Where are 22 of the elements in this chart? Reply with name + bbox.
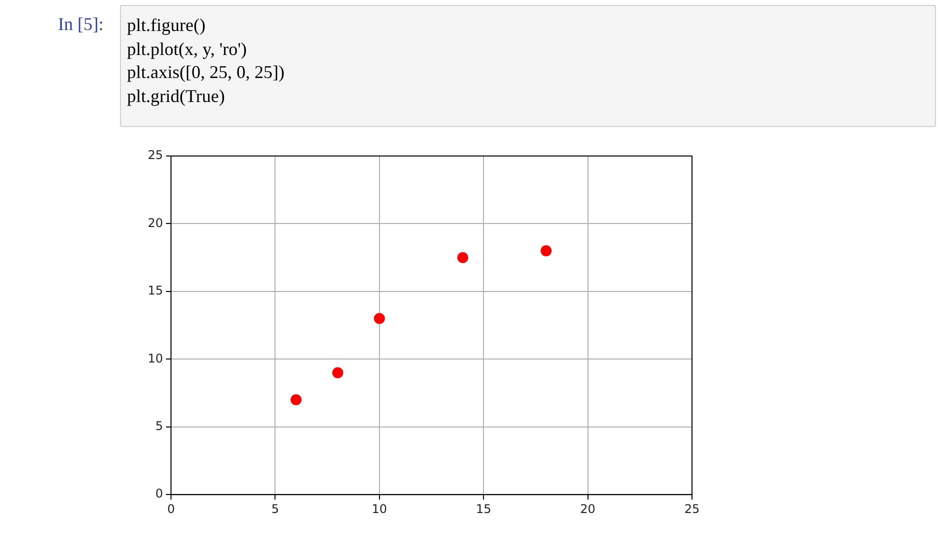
x-tick-label: 25 (684, 502, 700, 516)
text: plt.grid(True) (127, 84, 226, 108)
y-tick-label: 5 (155, 419, 163, 434)
text: In [5]: (58, 14, 104, 35)
text: plt.plot(x, y, 'ro') (127, 38, 248, 61)
x-tick-label: 20 (580, 502, 596, 516)
x-tick-label: 0 (167, 502, 175, 516)
point (540, 245, 552, 256)
y-tick-label: 10 (148, 351, 163, 366)
y-tick-label: 0 (155, 486, 163, 501)
point (457, 252, 468, 264)
y-tick-label: 20 (148, 216, 163, 230)
text: plt.axis([0, 25, 0, 25]) (127, 61, 284, 84)
x-tick-label: 5 (271, 502, 280, 516)
x-tick-label: 10 (372, 502, 388, 516)
point (374, 313, 385, 324)
point (290, 394, 302, 406)
point (332, 367, 344, 378)
y-tick-label: 15 (148, 284, 163, 298)
y-tick-label: 25 (148, 148, 163, 162)
x-tick-label: 15 (476, 502, 492, 516)
text: plt.figure() (127, 14, 206, 37)
